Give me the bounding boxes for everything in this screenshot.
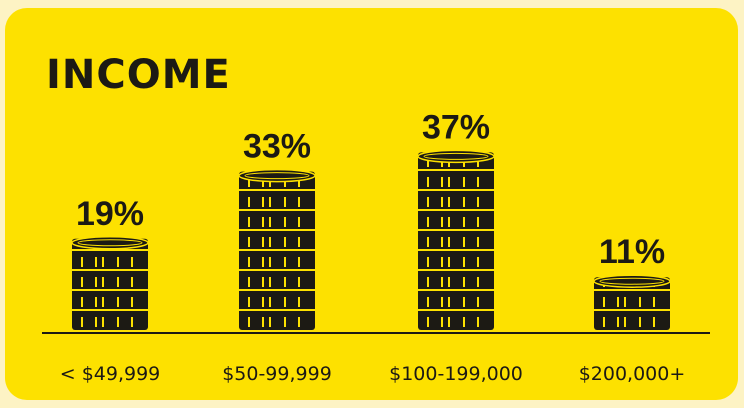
value-label: 37%: [422, 108, 490, 146]
x-tick-label: $50-99,999: [222, 363, 332, 385]
coin-body: [72, 239, 148, 330]
coin-top: [239, 170, 315, 182]
value-label: 33%: [243, 128, 311, 166]
chart: INCOME < $49,999 19% $50-99,999 33% $100-199…: [0, 0, 744, 408]
value-label: 19%: [76, 195, 144, 233]
coin-stack: [72, 237, 148, 330]
coin-stack: [594, 275, 670, 330]
value-label: 11%: [599, 233, 665, 271]
coin-stack: [418, 150, 494, 330]
coin-top: [72, 237, 148, 249]
x-tick-label: $100-199,000: [389, 363, 523, 385]
coin-top: [418, 150, 494, 162]
coin-stack: [239, 170, 315, 330]
x-tick-label: $200,000+: [579, 363, 686, 385]
coin-top: [594, 275, 670, 287]
x-tick-label: < $49,999: [60, 363, 161, 385]
chart-title: INCOME: [46, 52, 231, 98]
coin-body: [418, 152, 494, 330]
